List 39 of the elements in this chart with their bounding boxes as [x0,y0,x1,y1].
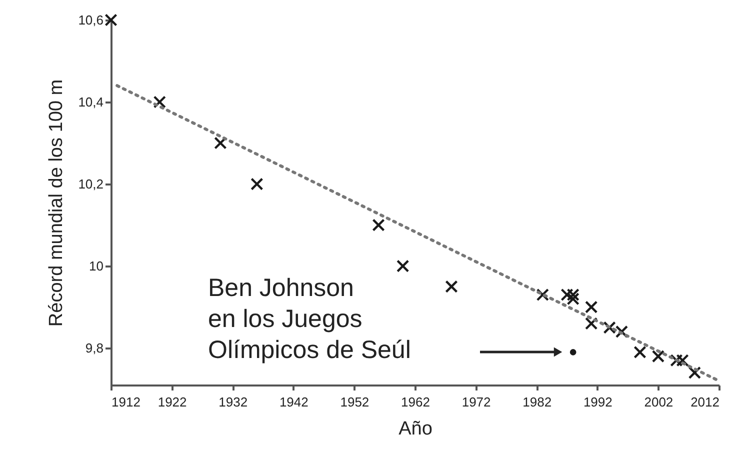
point [536,288,550,302]
y-tick-label: 10 [89,258,104,274]
x-tick-label: 1922 [158,394,187,410]
point [615,325,628,338]
point [214,136,227,150]
point [396,260,410,272]
point [584,317,598,330]
point [676,354,689,367]
x-tick-label: 1982 [522,394,552,410]
point [634,346,646,359]
x-tick-label: 1942 [279,394,308,410]
point [153,96,166,108]
y-tick-label: 9,8 [85,340,104,356]
x-tick-label: 1952 [340,394,370,410]
point [670,354,683,367]
x-tick-label: 1932 [218,394,248,410]
point [584,300,598,314]
point [603,321,616,334]
point [566,288,580,302]
x-tick-label: 2002 [644,394,674,410]
x-tick-label: 1912 [112,394,140,410]
point [372,218,385,232]
y-tick-label: 10,6 [78,12,104,28]
point [445,280,458,293]
y-axis-title: Récord mundial de los 100 m [46,79,68,327]
point [688,366,702,380]
x-tick-label: 1972 [462,394,491,410]
x-axis-title: Año [398,418,432,440]
point [560,288,574,302]
x-tick-label: 1962 [401,394,430,410]
x-tick-label: 2012 [690,394,720,410]
point [652,350,665,363]
point [104,14,118,26]
y-tick-label: 10,4 [78,94,104,110]
point [250,178,264,190]
point [570,349,576,356]
x-tick-label: 1992 [583,394,612,410]
y-tick-label: 10,2 [78,176,104,192]
annotation: Ben Johnson en los Juegos Olímpicos de Seúl [208,274,411,364]
